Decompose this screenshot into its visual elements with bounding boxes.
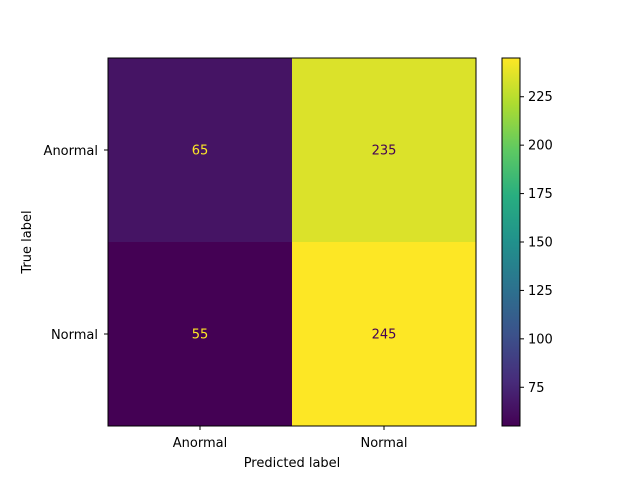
colorbar-ticks: 75 100 125 150 175 200 225 [520,90,553,396]
heatmap-cell [108,242,292,426]
heatmap-cell [292,58,476,242]
y-axis: Anormal Normal [44,144,108,343]
colorbar-tick-label: 75 [528,381,545,396]
colorbar [501,57,521,427]
y-axis-label: True label [20,210,35,274]
colorbar-tick-label: 150 [528,236,553,251]
x-axis-label: Predicted label [244,456,341,471]
heatmap-cells [108,58,476,426]
cell-value-label: 245 [372,328,397,343]
colorbar-tick-label: 225 [528,90,553,105]
cell-value-label: 235 [372,144,397,159]
y-tick-label: Normal [51,328,98,343]
x-tick-label: Normal [360,436,407,451]
heatmap-cell [292,242,476,426]
colorbar-tick-label: 200 [528,139,553,154]
cell-value-label: 65 [192,144,209,159]
x-axis: Anormal Normal [173,426,408,451]
cell-value-labels: 65 235 55 245 [192,144,397,343]
colorbar-tick-label: 175 [528,187,553,202]
x-tick-label: Anormal [173,436,227,451]
cell-value-label: 55 [192,328,209,343]
colorbar-tick-label: 100 [528,332,553,347]
colorbar-tick-label: 125 [528,284,553,299]
y-tick-label: Anormal [44,144,98,159]
heatmap-cell [108,58,292,242]
matrix-frame [107,57,477,427]
